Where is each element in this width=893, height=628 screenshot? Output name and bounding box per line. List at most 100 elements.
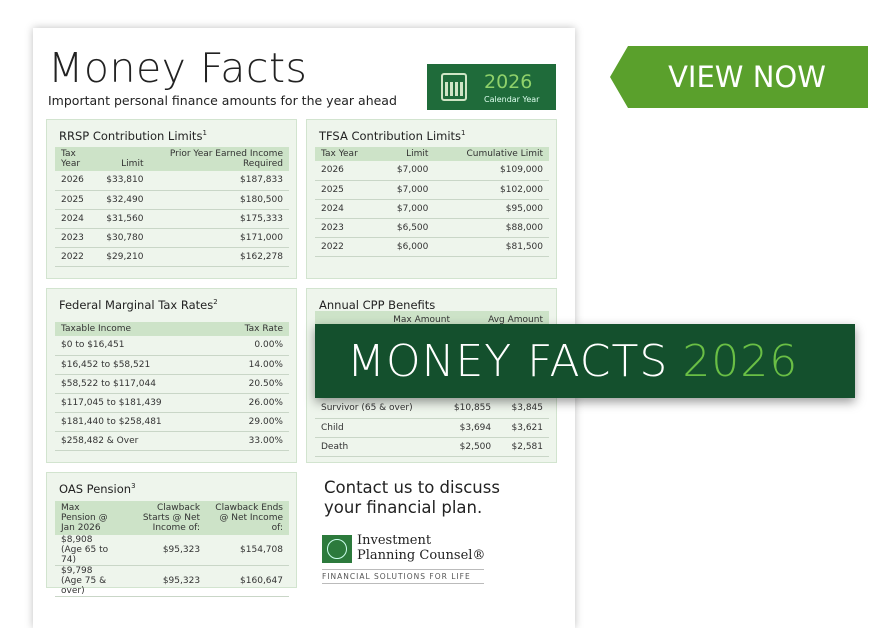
table-cell: 2025: [55, 190, 101, 210]
view-now-button[interactable]: VIEW NOW: [610, 46, 868, 108]
table-cell: 20.50%: [216, 374, 289, 394]
table-cell: $180,500: [149, 190, 289, 210]
table-cell: 2024: [55, 209, 101, 229]
table-row: 2026 $33,810 $187,833: [55, 171, 289, 191]
table-cell: 2026: [315, 161, 379, 181]
table-cell: 0.00%: [216, 336, 289, 356]
table-row: $258,482 & Over 33.00%: [55, 431, 289, 451]
table-cell: 2023: [315, 218, 379, 238]
table-row: Survivor (65 & over) $10,855 $3,845: [315, 399, 549, 419]
federal-tax-table: Taxable Income Tax Rate $0 to $16,451 0.00%…: [55, 322, 289, 451]
section-title: Federal Marginal Tax Rates2: [59, 298, 218, 312]
table-row: 2026 $7,000 $109,000: [315, 161, 549, 181]
calendar-label: Calendar Year: [484, 95, 540, 104]
page-title: Money Facts: [48, 44, 308, 92]
oas-table: Max Pension @ Jan 2026 Clawback Starts @ …: [55, 501, 289, 597]
table-row: $58,522 to $117,044 20.50%: [55, 374, 289, 394]
calendar-icon: [441, 73, 467, 101]
table-cell: $81,500: [434, 237, 549, 257]
column-header: Cumulative Limit: [434, 147, 549, 161]
section-title: RRSP Contribution Limits1: [59, 129, 207, 143]
table-cell: 29.00%: [216, 412, 289, 432]
tfsa-section: TFSA Contribution Limits1 Tax Year Limit C…: [306, 119, 557, 279]
table-row: $117,045 to $181,439 26.00%: [55, 393, 289, 413]
table-row: 2022 $6,000 $81,500: [315, 237, 549, 257]
table-cell: 33.00%: [216, 431, 289, 451]
table-cell: Death: [315, 437, 439, 457]
column-header: Tax Year: [55, 147, 101, 171]
table-row: $8,908 (Age 65 to 74) $95,323 $154,708: [55, 535, 289, 566]
calendar-badge: 2026 Calendar Year: [427, 64, 556, 110]
table-cell: $8,908 (Age 65 to 74): [55, 535, 122, 566]
section-title: Annual CPP Benefits: [319, 298, 436, 312]
column-header: Max Pension @ Jan 2026: [55, 501, 122, 535]
table-cell: $7,000: [378, 161, 435, 181]
money-facts-banner: MONEY FACTS 2026: [315, 324, 855, 398]
table-cell: $31,560: [100, 209, 150, 229]
section-title: OAS Pension3: [59, 482, 136, 496]
column-header: Max Amount: [393, 315, 450, 325]
table-header: Tax Year Limit Cumulative Limit: [315, 147, 549, 161]
table-cell: $7,000: [378, 199, 435, 219]
table-cell: $258,482 & Over: [55, 431, 217, 451]
column-header: Clawback Ends @ Net Income of:: [206, 501, 289, 535]
table-cell: $3,694: [438, 418, 498, 438]
table-cell: 26.00%: [216, 393, 289, 413]
federal-tax-section: Federal Marginal Tax Rates2 Taxable Inco…: [46, 288, 297, 463]
table-row: $0 to $16,451 0.00%: [55, 336, 289, 356]
column-header: Limit: [100, 147, 150, 171]
column-header: Taxable Income: [55, 322, 217, 336]
table-row: 2025 $7,000 $102,000: [315, 180, 549, 200]
rrsp-table: Tax Year Limit Prior Year Earned Income Re…: [55, 147, 289, 267]
table-row: $181,440 to $258,481 29.00%: [55, 412, 289, 432]
table-cell: 2024: [315, 199, 379, 219]
table-cell: $102,000: [434, 180, 549, 200]
table-cell: $95,000: [434, 199, 549, 219]
calendar-year: 2026: [484, 71, 533, 93]
table-cell: $117,045 to $181,439: [55, 393, 217, 413]
table-cell: $30,780: [100, 228, 150, 248]
table-row: 2024 $7,000 $95,000: [315, 199, 549, 219]
table-cell: $7,000: [378, 180, 435, 200]
table-cell: $6,000: [378, 237, 435, 257]
table-cell: $2,500: [438, 437, 498, 457]
table-cell: Survivor (65 & over): [315, 399, 439, 419]
table-cell: $10,855: [438, 399, 498, 419]
cpp-table: Survivor (65 & over) $10,855 $3,845 Child $3…: [315, 399, 549, 457]
table-cell: $3,621: [497, 418, 549, 438]
table-cell: Child: [315, 418, 439, 438]
table-header: Max Pension @ Jan 2026 Clawback Starts @ …: [55, 501, 289, 535]
contact-text: Contact us to discuss your financial plan…: [324, 478, 500, 517]
table-cell: $95,323: [121, 565, 207, 597]
table-cell: 2023: [55, 228, 101, 248]
table-cell: $187,833: [149, 171, 289, 191]
oas-section: OAS Pension3 Max Pension @ Jan 2026 Clawb…: [46, 472, 297, 597]
table-cell: $175,333: [149, 209, 289, 229]
table-row: 2023 $6,500 $88,000: [315, 218, 549, 238]
table-cell: $171,000: [149, 228, 289, 248]
column-header: Avg Amount: [488, 315, 543, 325]
table-row: 2025 $32,490 $180,500: [55, 190, 289, 210]
table-cell: $0 to $16,451: [55, 336, 217, 356]
table-cell: $58,522 to $117,044: [55, 374, 217, 394]
table-cell: $2,581: [497, 437, 549, 457]
table-cell: $29,210: [100, 247, 150, 267]
table-header: Taxable Income Tax Rate: [55, 322, 289, 336]
page-subtitle: Important personal finance amounts for t…: [48, 93, 397, 108]
table-cell: $154,708: [206, 535, 289, 566]
table-row: 2024 $31,560 $175,333: [55, 209, 289, 229]
table-cell: $160,647: [206, 565, 289, 597]
table-cell: $32,490: [100, 190, 150, 210]
table-row: $9,798 (Age 75 & over) $95,323 $160,647: [55, 565, 289, 597]
table-row: 2022 $29,210 $162,278: [55, 247, 289, 267]
table-cell: $95,323: [121, 535, 207, 566]
table-cell: 2025: [315, 180, 379, 200]
table-row: $16,452 to $58,521 14.00%: [55, 355, 289, 375]
table-cell: $9,798 (Age 75 & over): [55, 565, 122, 597]
tfsa-table: Tax Year Limit Cumulative Limit 2026 $7,000 $…: [315, 147, 549, 257]
table-cell: 2022: [315, 237, 379, 257]
table-row: Child $3,694 $3,621: [315, 418, 549, 438]
section-title: TFSA Contribution Limits1: [319, 129, 466, 143]
table-cell: 14.00%: [216, 355, 289, 375]
column-header: Prior Year Earned Income Required: [149, 147, 289, 171]
